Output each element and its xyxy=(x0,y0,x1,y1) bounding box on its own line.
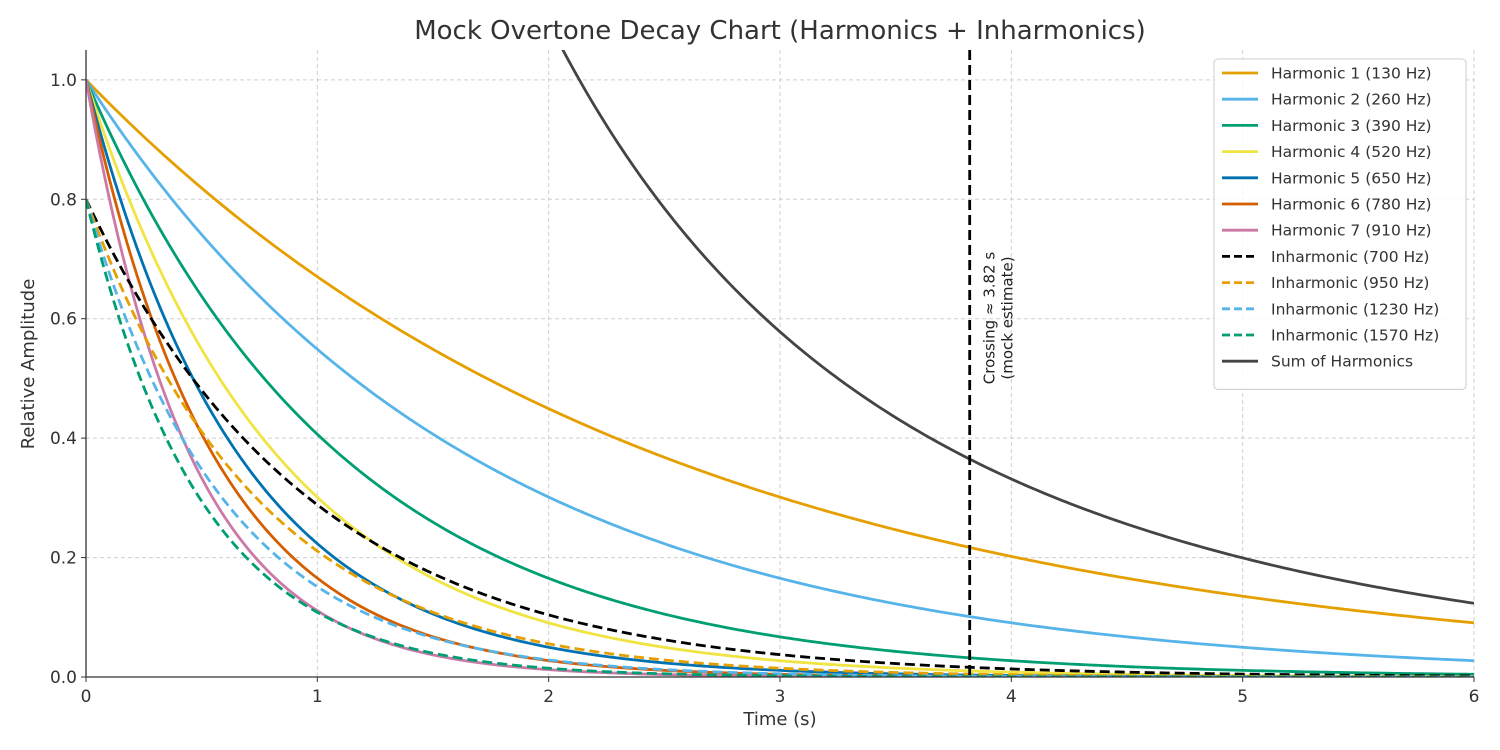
legend-item: Inharmonic (950 Hz) xyxy=(1222,274,1429,292)
legend-label: Harmonic 7 (910 Hz) xyxy=(1271,222,1432,240)
series-line-inharmonic-700-hz xyxy=(86,198,1474,677)
legend-item: Sum of Harmonics xyxy=(1222,353,1413,371)
legend-item: Inharmonic (1570 Hz) xyxy=(1222,327,1439,345)
legend-item: Harmonic 5 (650 Hz) xyxy=(1222,169,1432,187)
legend-item: Harmonic 2 (260 Hz) xyxy=(1222,91,1432,109)
series-line-harmonic-3-390-hz xyxy=(86,79,1474,676)
legend-label: Sum of Harmonics xyxy=(1271,353,1413,371)
x-tick-label: 1 xyxy=(312,687,323,707)
legend-label: Inharmonic (1570 Hz) xyxy=(1271,327,1439,345)
legend-label: Harmonic 1 (130 Hz) xyxy=(1271,65,1432,83)
series-line-sum-of-harmonics xyxy=(561,50,1474,605)
legend-item: Inharmonic (1230 Hz) xyxy=(1222,300,1439,318)
legend-box xyxy=(1213,58,1467,390)
x-axis-title: Time (s) xyxy=(742,709,816,730)
legend-label: Harmonic 4 (520 Hz) xyxy=(1271,143,1432,161)
legend-item: Harmonic 4 (520 Hz) xyxy=(1222,143,1432,161)
x-tick-label: 6 xyxy=(1469,687,1480,707)
legend-label: Harmonic 3 (390 Hz) xyxy=(1271,117,1432,135)
legend: Harmonic 1 (130 Hz) Harmonic 2 (260 Hz) Ha… xyxy=(1213,58,1467,390)
axes: 0 1 2 3 4 5 6 0.0 0.2 0.4 0.6 0.8 1.0 xyxy=(50,50,1479,707)
y-tick-label: 0.8 xyxy=(50,190,77,210)
legend-item: Harmonic 3 (390 Hz) xyxy=(1222,117,1432,135)
x-tick-label: 5 xyxy=(1237,687,1248,707)
chart-title: Mock Overtone Decay Chart (Harmonics + I… xyxy=(414,16,1146,46)
crossing-annotation: Crossing ≈ 3.82 s (mock estimate) xyxy=(968,50,1017,677)
legend-label: Inharmonic (1230 Hz) xyxy=(1271,300,1439,318)
y-tick-label: 0.0 xyxy=(50,668,77,688)
y-tick-label: 0.4 xyxy=(50,429,77,449)
series-line-harmonic-1-130-hz xyxy=(86,78,1474,625)
y-tick-label: 0.6 xyxy=(50,310,77,330)
legend-label: Inharmonic (700 Hz) xyxy=(1271,248,1429,266)
legend-label: Harmonic 6 (780 Hz) xyxy=(1271,196,1432,214)
legend-label: Harmonic 5 (650 Hz) xyxy=(1271,169,1432,187)
legend-label: Harmonic 2 (260 Hz) xyxy=(1271,91,1432,109)
legend-item: Inharmonic (700 Hz) xyxy=(1222,248,1429,266)
legend-item: Harmonic 7 (910 Hz) xyxy=(1222,222,1432,240)
y-tick-label: 0.2 xyxy=(50,549,77,569)
legend-item: Harmonic 6 (780 Hz) xyxy=(1222,196,1432,214)
y-axis-title: Relative Amplitude xyxy=(18,279,39,450)
x-tick-label: 4 xyxy=(1006,687,1017,707)
legend-label: Inharmonic (950 Hz) xyxy=(1271,274,1429,292)
crossing-sublabel: (mock estimate) xyxy=(999,256,1017,379)
x-tick-label: 0 xyxy=(81,687,92,707)
x-tick-label: 2 xyxy=(543,687,554,707)
crossing-label: Crossing ≈ 3.82 s xyxy=(981,252,999,385)
legend-item: Harmonic 1 (130 Hz) xyxy=(1222,65,1432,83)
series-line-inharmonic-1570-hz xyxy=(86,198,1474,677)
x-tick-label: 3 xyxy=(775,687,786,707)
series-line-harmonic-2-260-hz xyxy=(86,79,1474,663)
y-tick-label: 1.0 xyxy=(50,71,77,91)
